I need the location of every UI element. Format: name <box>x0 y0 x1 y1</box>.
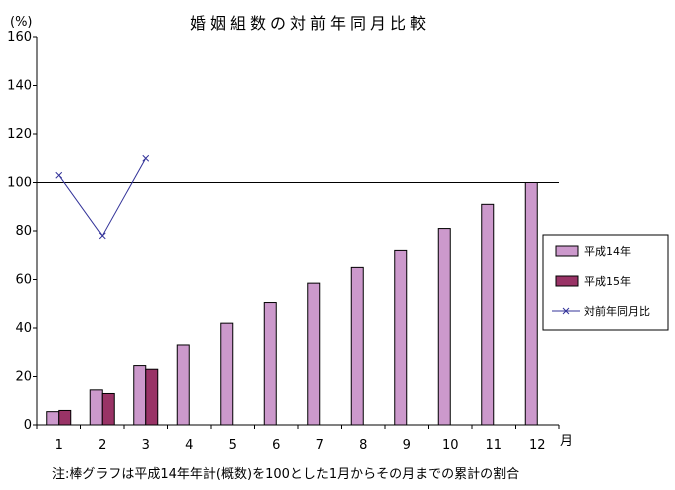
x-tick-label: 5 <box>229 438 237 453</box>
x-tick-label: 9 <box>403 438 411 453</box>
y-tick-label: 100 <box>7 176 32 191</box>
bar-h14-month-9 <box>394 249 408 426</box>
y-axis-unit: (%) <box>10 15 33 30</box>
x-tick-label: 11 <box>485 438 502 453</box>
bar-h15-month-1 <box>58 409 72 426</box>
y-tick-label: 20 <box>15 370 32 385</box>
ratio-marker <box>142 154 150 162</box>
bar-h14-month-2 <box>89 389 103 426</box>
bar-h14-month-4 <box>176 344 190 426</box>
legend-marker-ratio <box>562 307 570 315</box>
bar-h14-month-12 <box>524 182 538 426</box>
bar-h14-month-11 <box>481 203 495 426</box>
x-tick-label: 4 <box>185 438 193 453</box>
y-tick-label: 0 <box>24 418 32 433</box>
y-tick-label: 120 <box>7 127 32 142</box>
bar-h15-month-3 <box>145 368 159 426</box>
bar-h14-month-7 <box>307 282 321 426</box>
y-tick-label: 80 <box>15 224 32 239</box>
ratio-marker <box>98 232 106 240</box>
legend-label: 対前年同月比 <box>584 304 650 318</box>
y-tick-label: 160 <box>7 30 32 45</box>
legend-swatch-h15 <box>555 275 579 287</box>
bar-h14-month-8 <box>350 266 364 426</box>
x-tick-label: 8 <box>359 438 367 453</box>
legend-label: 平成15年 <box>584 274 631 288</box>
x-tick-label: 7 <box>316 438 324 453</box>
legend-swatch-h14 <box>555 245 579 257</box>
x-axis-unit: 月 <box>560 434 573 449</box>
ratio-line <box>58 158 147 237</box>
bar-h14-month-6 <box>263 302 277 426</box>
y-tick-label: 40 <box>15 321 32 336</box>
legend-label: 平成14年 <box>584 244 631 258</box>
bar-h14-month-5 <box>220 322 234 426</box>
x-tick-label: 2 <box>98 438 106 453</box>
bar-h14-month-10 <box>437 228 451 426</box>
x-tick-label: 6 <box>272 438 280 453</box>
y-tick-label: 60 <box>15 273 32 288</box>
bar-h14-month-3 <box>133 365 147 426</box>
ratio-marker <box>55 171 63 179</box>
x-tick-label: 10 <box>442 438 459 453</box>
x-tick-label: 3 <box>142 438 150 453</box>
bar-h14-month-1 <box>46 411 60 426</box>
footnote: 注:棒グラフは平成14年年計(概数)を100とした1月からその月までの累計の割合 <box>52 466 519 482</box>
y-tick-label: 140 <box>7 79 32 94</box>
x-tick-label: 1 <box>55 438 63 453</box>
chart-title: 婚姻組数の対前年同月比較 <box>190 14 430 33</box>
bar-h15-month-2 <box>101 392 115 426</box>
x-tick-label: 12 <box>529 438 546 453</box>
